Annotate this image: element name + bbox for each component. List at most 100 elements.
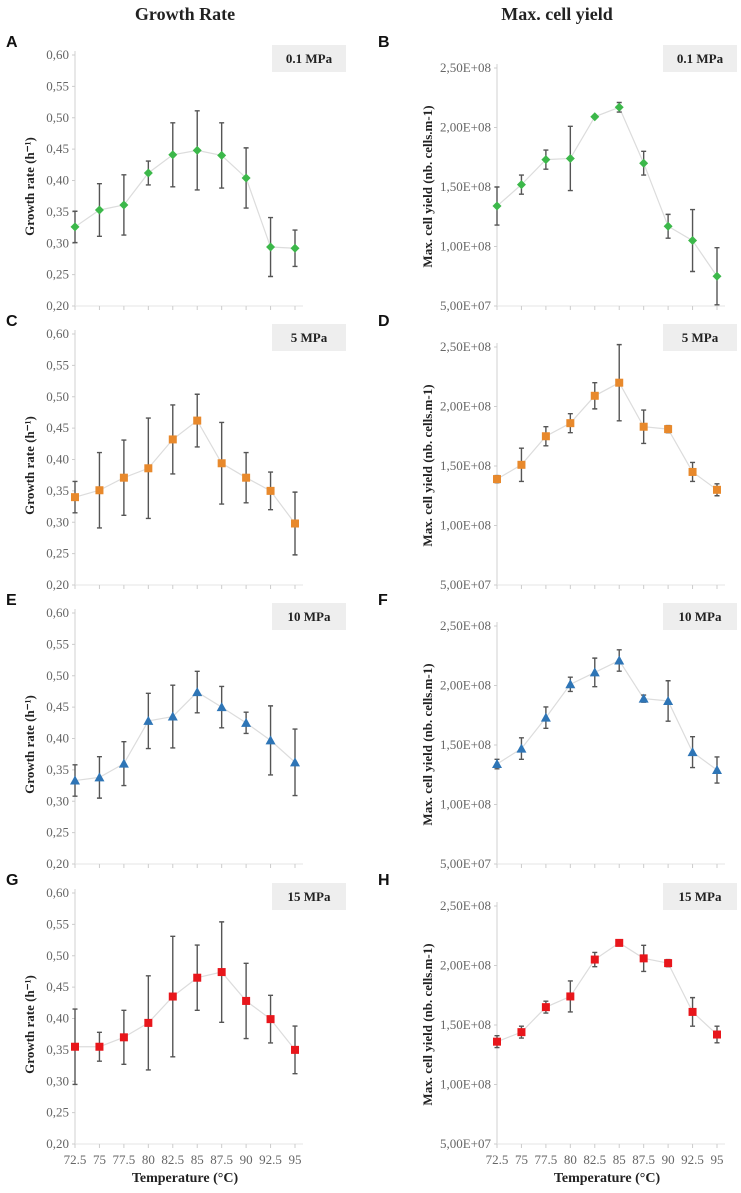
y-tick-label: 5,00E+07 [440, 1136, 492, 1151]
y-tick-label: 0,35 [46, 483, 69, 498]
pressure-label: 15 MPa [679, 889, 722, 904]
y-axis-title: Max. cell yield (nb. cells.m-1) [420, 105, 435, 267]
x-tick-label: 72.5 [64, 1152, 87, 1167]
series-line-c [74, 419, 296, 524]
y-tick-label: 0,60 [46, 885, 69, 900]
y-tick-label: 0,20 [46, 298, 69, 313]
pressure-label-box [663, 324, 737, 351]
data-point [241, 717, 252, 727]
data-point [639, 422, 648, 431]
data-point [71, 1042, 79, 1051]
panel-label-e: E [6, 592, 17, 609]
x-axis-title: Temperature (°C) [132, 1171, 239, 1186]
panel-label-a: A [6, 34, 18, 51]
data-point [590, 391, 599, 400]
data-point [70, 222, 80, 232]
pressure-label: 10 MPa [288, 609, 331, 624]
panel-label-d: D [378, 313, 390, 330]
pressure-label-box [272, 603, 346, 630]
y-tick-label: 1,50E+08 [440, 179, 491, 194]
data-point [290, 243, 300, 253]
data-point [541, 432, 550, 441]
y-tick-label: 2,50E+08 [440, 339, 491, 354]
pressure-label-box [663, 883, 737, 910]
data-point [217, 150, 227, 160]
pressure-label-box [663, 603, 737, 630]
x-tick-label: 85 [613, 1152, 626, 1167]
x-tick-label: 90 [240, 1152, 253, 1167]
data-point [217, 459, 226, 468]
data-point [192, 145, 202, 155]
data-point [216, 702, 227, 712]
data-point [492, 759, 502, 769]
y-tick-label: 2,50E+08 [440, 60, 491, 75]
data-point [119, 473, 128, 482]
x-tick-label: 95 [289, 1152, 302, 1167]
pressure-label-box [272, 324, 346, 351]
data-point [664, 959, 673, 968]
data-point [95, 486, 104, 495]
data-point [614, 102, 624, 112]
data-point [541, 1003, 550, 1012]
series-line-h [496, 942, 718, 1043]
y-tick-label: 0,50 [46, 668, 69, 683]
data-point [541, 155, 551, 165]
data-point [71, 493, 79, 502]
data-point [712, 764, 722, 774]
y-tick-label: 2,50E+08 [440, 898, 491, 913]
y-tick-label: 0,35 [46, 204, 69, 219]
data-point [242, 996, 251, 1005]
series-line-g [75, 971, 296, 1051]
y-tick-label: 0,55 [46, 636, 69, 651]
y-axis-title: Growth rate (h⁻¹) [22, 416, 37, 515]
data-point [517, 1028, 526, 1037]
x-tick-label: 87.5 [210, 1152, 233, 1167]
data-point [168, 435, 177, 444]
y-tick-label: 2,00E+08 [440, 958, 491, 973]
y-axis-title: Max. cell yield (nb. cells.m-1) [420, 943, 435, 1105]
y-tick-label: 5,00E+07 [440, 298, 492, 313]
data-point [565, 679, 576, 689]
data-point [516, 180, 526, 190]
y-tick-label: 0,50 [46, 110, 69, 125]
data-point [118, 758, 129, 768]
x-tick-label: 75 [515, 1152, 528, 1167]
data-point [590, 955, 599, 964]
y-tick-label: 2,00E+08 [440, 678, 491, 693]
data-point [493, 1037, 501, 1046]
data-point [590, 112, 600, 122]
data-point [589, 667, 600, 677]
data-point [688, 1007, 697, 1016]
y-tick-label: 5,00E+07 [440, 856, 492, 871]
data-point [517, 460, 526, 469]
x-tick-label: 92.5 [681, 1152, 704, 1167]
data-point [94, 772, 105, 782]
data-point [290, 757, 300, 767]
y-tick-label: 0,45 [46, 141, 69, 156]
y-tick-label: 1,50E+08 [440, 737, 491, 752]
y-tick-label: 0,50 [46, 948, 69, 963]
y-tick-label: 5,00E+07 [440, 577, 492, 592]
panel-label-f: F [378, 592, 388, 609]
data-point [713, 1030, 721, 1039]
y-axis-title: Growth rate (h⁻¹) [22, 975, 37, 1074]
x-axis-title: Temperature (°C) [554, 1171, 661, 1186]
x-tick-label: 82.5 [161, 1152, 184, 1167]
pressure-label: 10 MPa [679, 609, 722, 624]
data-point [266, 486, 275, 495]
data-point [193, 973, 202, 982]
y-tick-label: 0,55 [46, 357, 69, 372]
data-point [493, 475, 501, 484]
data-point [638, 693, 649, 703]
data-point [119, 1033, 128, 1042]
data-point [168, 992, 177, 1001]
data-point [688, 236, 698, 246]
data-point [540, 712, 551, 722]
data-point [566, 419, 575, 428]
y-tick-label: 0,20 [46, 1136, 69, 1151]
y-tick-label: 0,20 [46, 856, 69, 871]
data-point [95, 1042, 104, 1051]
y-axis-title: Max. cell yield (nb. cells.m-1) [420, 384, 435, 546]
